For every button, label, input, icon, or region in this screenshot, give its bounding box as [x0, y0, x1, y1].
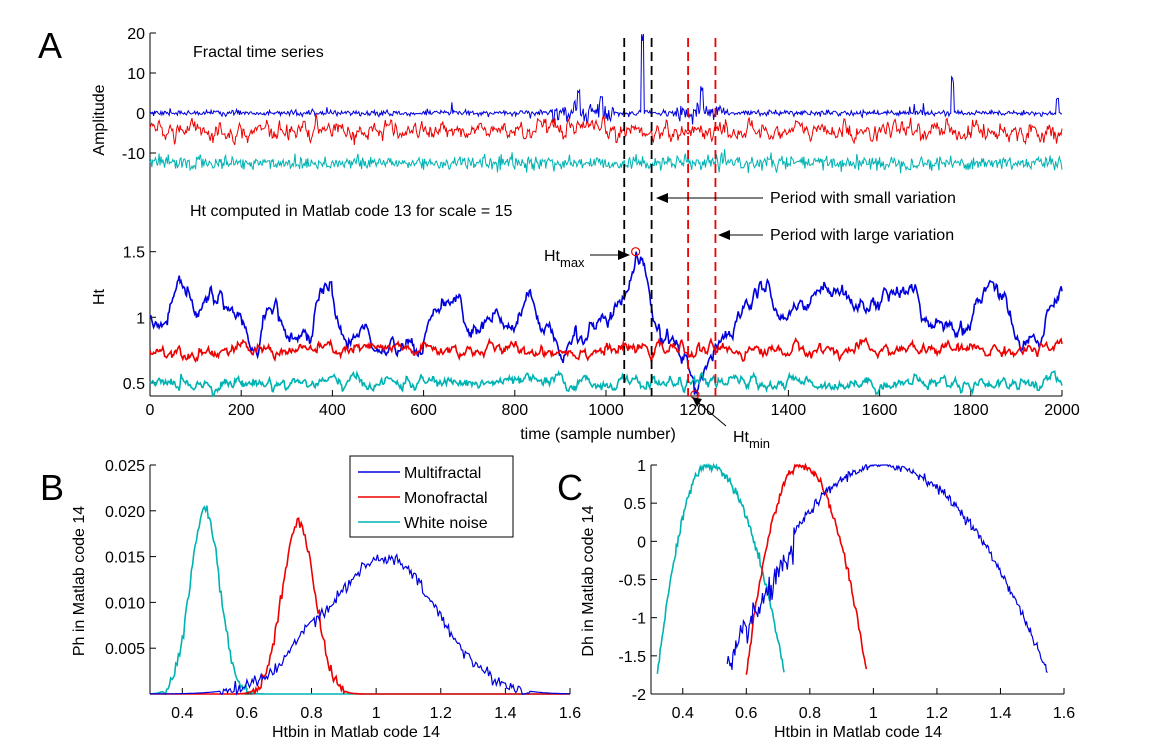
panel-c-ytick-label: 1 [637, 458, 646, 475]
time-tick-label: 1800 [953, 402, 989, 419]
panel-c-series-monofractal [745, 462, 868, 675]
time-xlabel: time (sample number) [520, 426, 676, 443]
ht-series-multifractal [149, 251, 1063, 395]
panel-b-xtick-label: 0.4 [171, 705, 193, 722]
panel-b-ytick-label: 0.005 [105, 641, 145, 658]
large-variation-label: Period with large variation [770, 227, 954, 244]
panel-b-series-monofractal [150, 516, 570, 695]
panel-c-xtick-label: 1.6 [1053, 705, 1075, 722]
panel-c-ticks: 0.4 0.6 0.8 1 1.2 1.4 1.6 -2 -1.5 -1 -0.5 0 0.5 1 [618, 458, 1075, 722]
panel-b-xtick-label: 0.8 [300, 705, 322, 722]
amplitude-tick-label: -10 [122, 146, 145, 163]
panel-b-series-multifractal [150, 553, 571, 696]
time-tick-label: 0 [146, 402, 155, 419]
panel-b-ytick-label: 0.025 [105, 458, 145, 475]
time-tick-label: 800 [501, 402, 528, 419]
ht-series-monofractal [149, 336, 1063, 364]
small-variation-label: Period with small variation [770, 190, 956, 207]
panel-b-ytick-label: 0.010 [105, 595, 145, 612]
panel-b: 0.4 0.6 0.8 1 1.2 1.4 1.6 0.005 0.010 0.015 0.020 0… [71, 455, 581, 741]
time-tick-label: 1400 [771, 402, 807, 419]
panel-b-xtick-label: 1 [372, 705, 381, 722]
legend: Multifractal Monofractal White noise [349, 455, 514, 538]
amplitude-series-monofractal [149, 113, 1063, 146]
legend-label-monofractal: Monofractal [404, 490, 488, 507]
panel-c-xtick-label: 0.4 [672, 705, 694, 722]
ht-series-white-noise [149, 369, 1063, 398]
time-tick-label: 600 [410, 402, 437, 419]
panel-c-ytick-label: -2 [632, 687, 646, 704]
panel-b-xtick-label: 1.4 [494, 705, 516, 722]
time-ticks: 0 200 400 600 800 1000 1200 1400 1600 1800 2000 [146, 390, 1080, 419]
panel-c-ytick-label: -0.5 [618, 573, 646, 590]
time-tick-label: 400 [319, 402, 346, 419]
amplitude-title: Fractal time series [193, 44, 324, 61]
amplitude-tick-label: 10 [127, 66, 145, 83]
ht-title: Ht computed in Matlab code 13 for scale … [190, 203, 513, 220]
panel-b-xlabel: Htbin in Matlab code 14 [272, 724, 440, 741]
panel-b-series [149, 505, 571, 696]
panel-c-xtick-label: 1.4 [989, 705, 1011, 722]
panel-c-ytick-label: 0 [637, 534, 646, 551]
amplitude-series-white-noise [149, 149, 1063, 174]
ht-ticks: 0.5 1 1.5 [123, 245, 156, 393]
legend-label-white-noise: White noise [404, 515, 488, 532]
ht-min-label: Htmin [733, 429, 770, 451]
ht-max-marker [631, 247, 641, 257]
time-tick-label: 200 [228, 402, 255, 419]
panel-letter-a: A [38, 25, 62, 66]
panel-c-ytick-label: 0.5 [624, 496, 646, 513]
panel-c: 0.4 0.6 0.8 1 1.2 1.4 1.6 -2 -1.5 -1 -0.5 0 0.5 1 Htb… [580, 458, 1075, 741]
ht-min-arrow [693, 398, 727, 427]
panel-c-xlabel: Htbin in Matlab code 14 [774, 724, 942, 741]
ht-min-arrowhead [692, 397, 702, 407]
legend-label-multifractal: Multifractal [404, 465, 481, 482]
small-variation-arrowhead [656, 193, 668, 203]
panel-c-xtick-label: 0.6 [735, 705, 757, 722]
panel-c-xtick-label: 0.8 [799, 705, 821, 722]
panel-c-ytick-label: -1.5 [618, 649, 646, 666]
ht-max-label: Htmax [544, 248, 585, 270]
panel-b-xtick-label: 0.6 [236, 705, 258, 722]
amplitude-tick-label: 0 [136, 106, 145, 123]
large-variation-arrowhead [718, 230, 730, 240]
panel-b-xtick-label: 1.2 [430, 705, 452, 722]
ht-tick-label: 1 [136, 310, 145, 327]
panel-letter-c: C [557, 467, 583, 508]
panel-b-ytick-label: 0.020 [105, 504, 145, 521]
panel-letter-b: B [40, 467, 64, 508]
panel-c-ylabel: Dh in Matlab code 14 [580, 505, 597, 656]
panel-b-ticks: 0.4 0.6 0.8 1 1.2 1.4 1.6 0.005 0.010 0.015 0.020 0… [105, 458, 581, 722]
panel-c-series-white-noise [656, 462, 785, 674]
amplitude-series-multifractal [149, 33, 1063, 125]
time-tick-label: 1600 [862, 402, 898, 419]
ht-tick-label: 0.5 [123, 376, 145, 393]
panel-c-xtick-label: 1 [869, 705, 878, 722]
time-tick-label: 1000 [588, 402, 624, 419]
amplitude-tick-label: 20 [127, 26, 145, 43]
ht-max-arrowhead [618, 250, 630, 260]
panel-c-xtick-label: 1.2 [926, 705, 948, 722]
period-lines [623, 38, 717, 396]
ht-tick-label: 1.5 [123, 245, 145, 262]
time-tick-label: 2000 [1044, 402, 1080, 419]
panel-b-ytick-label: 0.015 [105, 550, 145, 567]
amplitude-series [149, 33, 1063, 174]
panel-c-series [656, 462, 1048, 675]
panel-c-series-multifractal [726, 463, 1048, 673]
panel-c-ytick-label: -1 [632, 611, 646, 628]
ht-ylabel: Ht [91, 288, 108, 305]
time-tick-label: 1200 [679, 402, 715, 419]
amplitude-ticks: -10 0 10 20 [122, 26, 156, 163]
panel-b-ylabel: Ph in Matlab code 14 [71, 506, 88, 656]
panel-b-xtick-label: 1.6 [559, 705, 581, 722]
panel-a: -10 0 10 20 0.5 1 1.5 0 200 400 600 800 1000 1200 14… [91, 26, 1080, 451]
amplitude-ylabel: Amplitude [91, 84, 108, 155]
ht-series [149, 251, 1063, 398]
